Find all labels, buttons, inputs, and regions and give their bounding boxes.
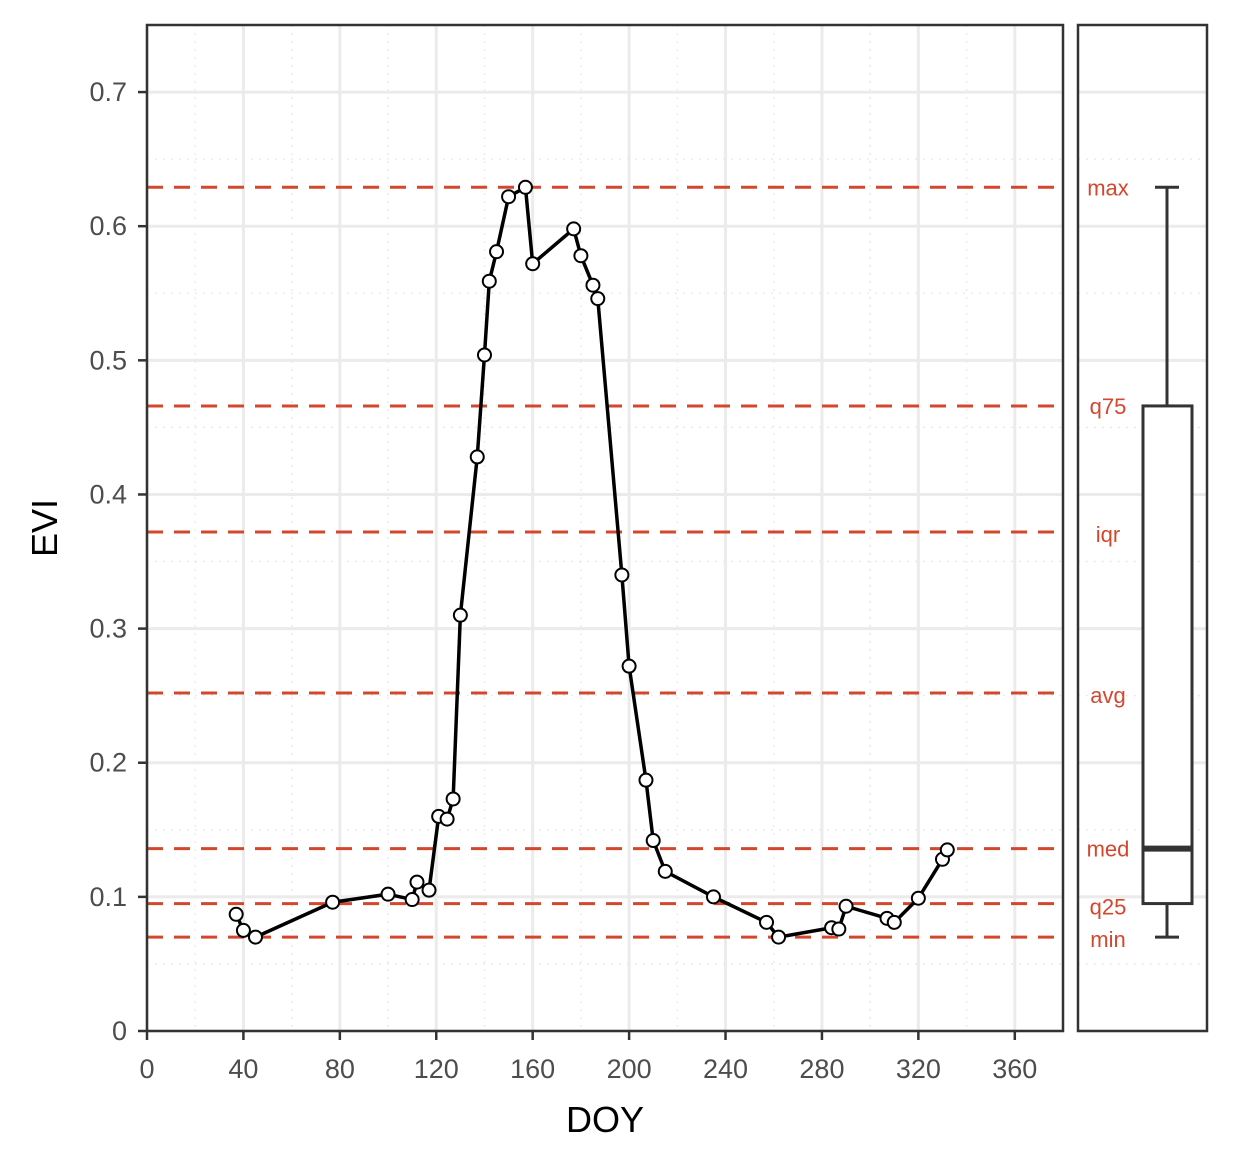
x-tick-label: 200 bbox=[607, 1054, 652, 1084]
data-point bbox=[445, 791, 461, 807]
data-point bbox=[621, 658, 637, 674]
data-point bbox=[517, 179, 533, 195]
y-axis: 0 0.1 0.2 0.3 0.4 0.5 0.6 0.7 bbox=[89, 77, 147, 1046]
data-point bbox=[247, 929, 263, 945]
y-tick-label: 0.5 bbox=[89, 345, 127, 375]
data-point bbox=[452, 607, 468, 623]
grid bbox=[145, 24, 1063, 1033]
reference-label-avg: avg bbox=[1090, 683, 1125, 708]
data-point bbox=[573, 248, 589, 264]
x-tick-label: 240 bbox=[703, 1054, 748, 1084]
data-point bbox=[838, 898, 854, 914]
x-tick-label: 120 bbox=[414, 1054, 459, 1084]
data-point bbox=[481, 273, 497, 289]
y-tick-label: 0.2 bbox=[89, 748, 127, 778]
data-point bbox=[325, 894, 341, 910]
reference-label-med: med bbox=[1087, 837, 1130, 862]
data-point bbox=[421, 882, 437, 898]
data-point bbox=[705, 889, 721, 905]
data-point bbox=[614, 567, 630, 583]
iqr-box bbox=[1141, 404, 1194, 906]
plot-panel-border bbox=[145, 23, 1065, 1033]
data-point bbox=[657, 863, 673, 879]
y-tick-label: 0.6 bbox=[89, 211, 127, 241]
boxplot-panel-border bbox=[1076, 23, 1209, 1033]
data-point bbox=[590, 291, 606, 307]
data-point bbox=[831, 921, 847, 937]
reference-label-iqr: iqr bbox=[1096, 522, 1120, 547]
x-axis: 0 40 80 120 160 200 240 280 320 360 bbox=[139, 1031, 1037, 1084]
x-axis-title: DOY bbox=[566, 1099, 644, 1140]
data-point bbox=[566, 221, 582, 237]
y-axis-title: EVI bbox=[24, 499, 65, 557]
x-tick-label: 360 bbox=[992, 1054, 1037, 1084]
y-tick-label: 0.1 bbox=[89, 882, 127, 912]
data-point bbox=[409, 874, 425, 890]
data-point bbox=[645, 833, 661, 849]
data-point bbox=[585, 277, 601, 293]
data-point bbox=[404, 892, 420, 908]
data-point bbox=[939, 842, 955, 858]
y-tick-label: 0.4 bbox=[89, 479, 127, 509]
data-point bbox=[525, 256, 541, 272]
evi-series bbox=[228, 179, 955, 945]
x-tick-label: 160 bbox=[510, 1054, 555, 1084]
data-point bbox=[771, 929, 787, 945]
x-tick-label: 40 bbox=[228, 1054, 258, 1084]
data-point bbox=[380, 886, 396, 902]
x-tick-label: 280 bbox=[799, 1054, 844, 1084]
data-point bbox=[910, 890, 926, 906]
boxplot bbox=[1141, 185, 1194, 939]
x-tick-label: 320 bbox=[896, 1054, 941, 1084]
data-point bbox=[759, 914, 775, 930]
data-point bbox=[638, 772, 654, 788]
y-tick-label: 0.3 bbox=[89, 614, 127, 644]
data-point bbox=[439, 811, 455, 827]
data-point bbox=[228, 906, 244, 922]
y-tick-label: 0.7 bbox=[89, 77, 127, 107]
reference-label-min: min bbox=[1090, 927, 1125, 952]
x-tick-label: 0 bbox=[139, 1054, 154, 1084]
y-tick-label: 0 bbox=[112, 1016, 127, 1046]
reference-label-max: max bbox=[1087, 175, 1129, 200]
reference-label-q75: q75 bbox=[1090, 394, 1127, 419]
data-point bbox=[501, 189, 517, 205]
x-tick-label: 80 bbox=[325, 1054, 355, 1084]
reference-label-q25: q25 bbox=[1090, 895, 1127, 920]
data-point bbox=[489, 244, 505, 260]
data-point bbox=[469, 449, 485, 465]
data-point bbox=[886, 914, 902, 930]
data-point bbox=[476, 347, 492, 363]
reference-lines: max q75 iqr avg med q25 min bbox=[147, 175, 1129, 952]
data-point bbox=[235, 922, 251, 938]
